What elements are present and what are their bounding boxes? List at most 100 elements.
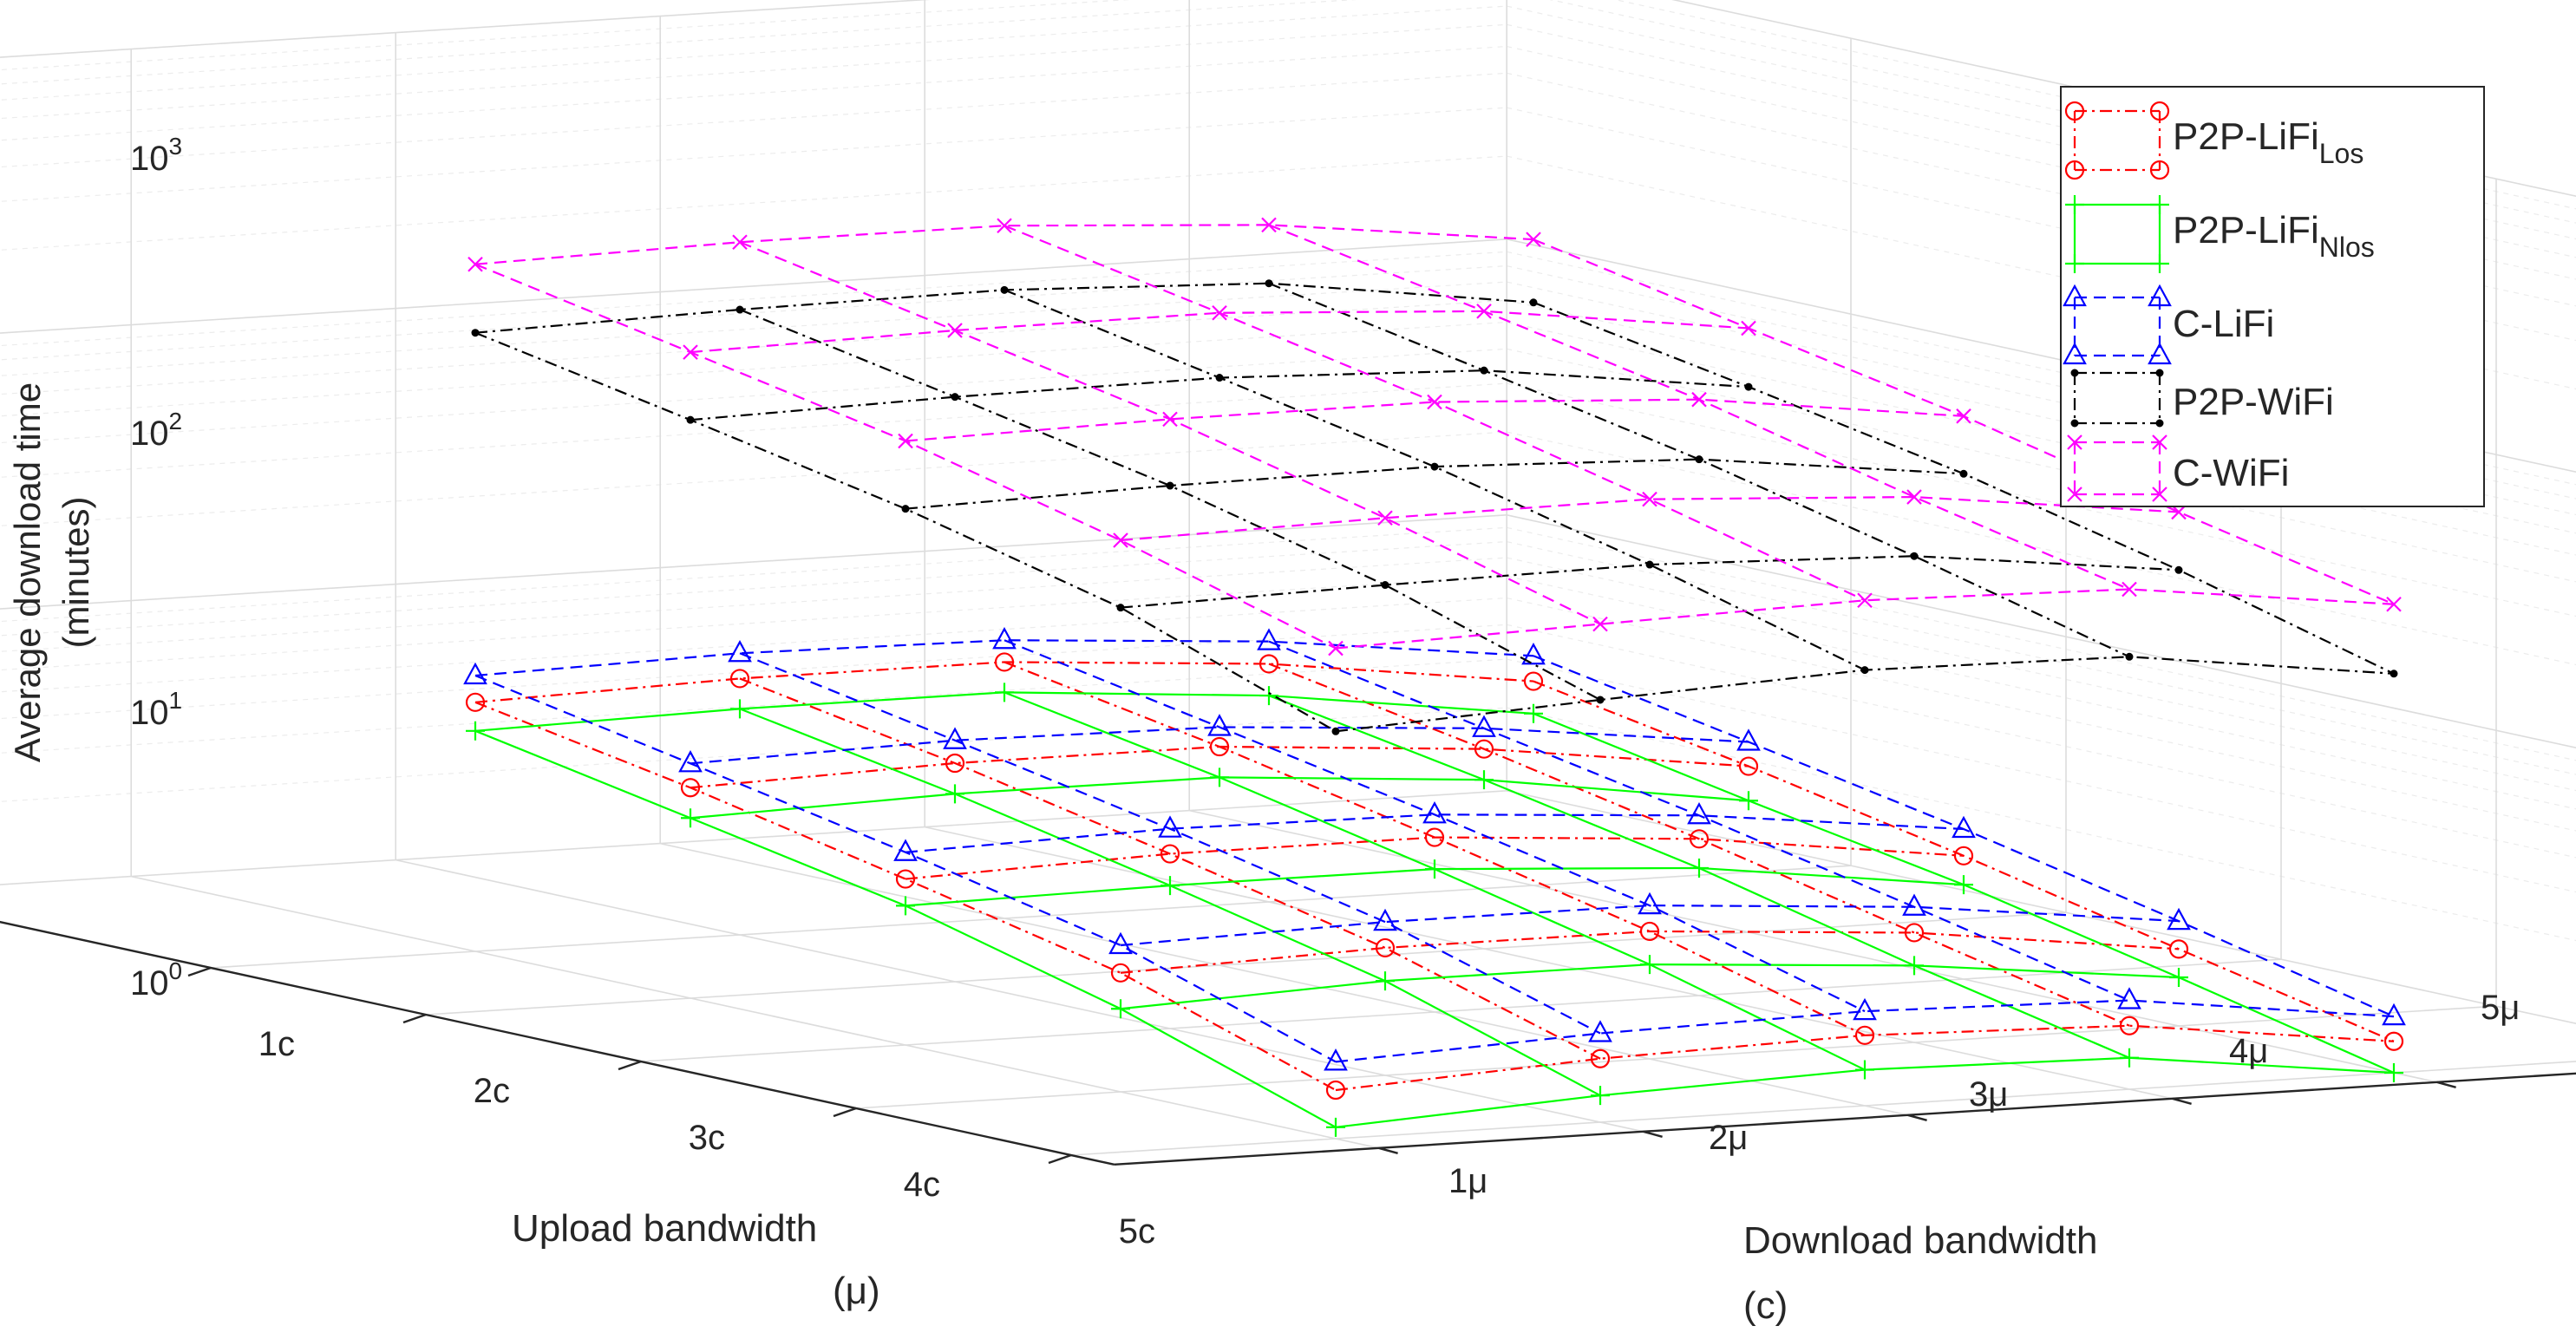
data-point <box>1110 963 1131 983</box>
data-point <box>1645 560 1654 569</box>
data-point <box>1687 801 1711 825</box>
z-tick-label-0: 100 <box>130 957 182 1003</box>
download-tick <box>2436 1081 2456 1088</box>
legend-marker <box>2067 487 2082 502</box>
data-point <box>901 505 910 513</box>
download-tick-2: 2μ <box>1709 1119 1748 1157</box>
data-point <box>471 329 480 337</box>
legend-swatches <box>2063 101 2172 502</box>
data-point <box>1209 736 1230 757</box>
minor-grid-side <box>1507 382 2576 617</box>
data-point <box>1375 937 1396 958</box>
data-point <box>2171 504 2187 520</box>
minor-grid-back <box>0 707 1507 802</box>
series-line-col <box>1004 289 1866 671</box>
data-point <box>2390 670 2398 678</box>
legend-label-c-lifi: C-LiFi <box>2173 303 2274 345</box>
data-point <box>1000 285 1009 294</box>
data-point <box>466 721 485 741</box>
upload-tick-3: 3c <box>689 1119 725 1157</box>
grid-layer <box>0 0 2576 1156</box>
floor-grid-download <box>925 826 2173 1100</box>
series-line-row <box>690 726 1749 765</box>
series-line-col <box>1004 639 1866 1013</box>
data-point <box>686 415 695 424</box>
major-grid-back <box>0 790 1507 885</box>
data-point <box>1476 304 1492 319</box>
series-line-row <box>474 224 1534 265</box>
data-point <box>465 692 486 712</box>
series-line-col <box>474 674 1337 1063</box>
data-point <box>678 750 703 773</box>
data-point <box>1744 382 1753 391</box>
series-line-col <box>739 677 1601 1060</box>
series-line-row <box>1335 999 2395 1063</box>
data-point <box>945 753 965 774</box>
download-axis-title: Download bandwidth <box>1743 1219 2098 1262</box>
data-point <box>1736 728 1761 751</box>
series-line-row <box>1120 930 2180 974</box>
legend-swatch <box>2073 441 2161 496</box>
data-point <box>1207 714 1232 736</box>
minor-grid-back <box>0 0 1357 85</box>
series-line-row <box>905 813 1965 853</box>
data-point <box>1427 394 1442 410</box>
minor-grid-back <box>0 23 1507 120</box>
data-point <box>997 218 1012 233</box>
minor-grid-back <box>0 575 1507 671</box>
minor-grid-side <box>1507 541 2576 775</box>
data-point <box>1739 791 1758 811</box>
major-grid-back <box>0 238 1507 334</box>
series-2 <box>463 626 2406 1071</box>
floor-grid-download <box>131 875 1379 1149</box>
data-point <box>1954 875 1973 895</box>
data-point <box>2383 1031 2404 1051</box>
data-point <box>1259 686 1278 706</box>
data-point <box>947 323 963 338</box>
upload-axis-title: Upload bandwidth <box>512 1207 817 1250</box>
series-0 <box>465 652 2404 1101</box>
data-point <box>1425 859 1444 879</box>
data-point <box>1853 997 1877 1021</box>
series-4 <box>467 217 2402 656</box>
series-line-row <box>905 398 1965 442</box>
upload-tick-2: 2c <box>474 1072 510 1110</box>
floor-grid-upload <box>640 958 2282 1062</box>
data-point <box>1695 455 1703 464</box>
data-point <box>1854 1025 1875 1045</box>
download-tick <box>2172 1097 2192 1105</box>
upload-tick <box>1048 1153 1072 1165</box>
data-point <box>1741 320 1756 336</box>
minor-grid-side <box>1507 557 2576 792</box>
upload-tick-4: 4c <box>904 1166 940 1204</box>
data-point <box>1691 391 1707 408</box>
minor-grid-back <box>0 526 1507 623</box>
data-point <box>2167 907 2191 931</box>
legend-marker <box>2148 284 2172 307</box>
data-point <box>995 683 1014 702</box>
major-grid-side <box>1507 790 2576 1025</box>
series-line-col <box>1533 655 2395 1018</box>
minor-grid-back <box>0 265 1507 361</box>
data-point <box>1591 1086 1610 1106</box>
floor-grid-upload <box>1070 1061 2576 1156</box>
floor-grid-download <box>1189 809 2437 1083</box>
major-grid-side <box>1507 514 2576 749</box>
upload-axis-unit: (μ) <box>833 1270 880 1312</box>
legend-marker <box>2067 434 2082 450</box>
data-point <box>729 669 750 689</box>
upload-tick <box>187 966 212 977</box>
data-point <box>2119 1016 2140 1035</box>
data-point <box>681 808 700 828</box>
download-tick <box>1907 1114 1927 1121</box>
legend-marker <box>2064 160 2085 180</box>
download-tick <box>1643 1130 1663 1138</box>
data-point <box>1381 581 1389 590</box>
legend-label-p2p-lifi-nlos: P2P-LiFiNlos <box>2173 209 2375 263</box>
data-point <box>1161 876 1180 896</box>
series-line-col <box>474 331 1337 733</box>
data-point <box>1956 408 1971 424</box>
data-point <box>1325 1080 1346 1101</box>
data-point <box>994 652 1015 672</box>
